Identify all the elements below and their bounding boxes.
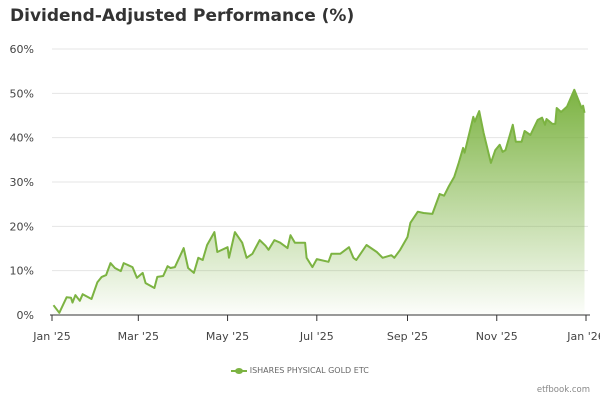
x-tick-label: Mar '25 [118,330,159,343]
y-tick-label: 40% [10,132,34,145]
x-tick-label: Jan '25 [32,330,70,343]
source-credit: etfbook.com [536,385,590,395]
series-line [52,88,586,314]
legend-marker-icon [231,366,250,375]
x-tick-label: Sep '25 [387,330,428,343]
y-tick-label: 60% [10,43,34,56]
y-tick-label: 10% [10,265,34,278]
chart-title: Dividend-Adjusted Performance (%) [10,6,355,26]
legend-label: ISHARES PHYSICAL GOLD ETC [249,366,369,375]
x-tick-label: Jul '25 [299,330,334,343]
y-tick-label: 50% [10,87,34,100]
x-tick-label: May '25 [206,330,249,343]
y-tick-label: 30% [10,176,34,189]
x-tick-label: Jan '26 [566,330,600,343]
series-area-fill [53,89,585,315]
y-tick-label: 0% [17,309,34,322]
y-tick-label: 20% [10,220,34,233]
legend[interactable]: ISHARES PHYSICAL GOLD ETC [0,366,600,375]
x-tick-label: Nov '25 [476,330,518,343]
